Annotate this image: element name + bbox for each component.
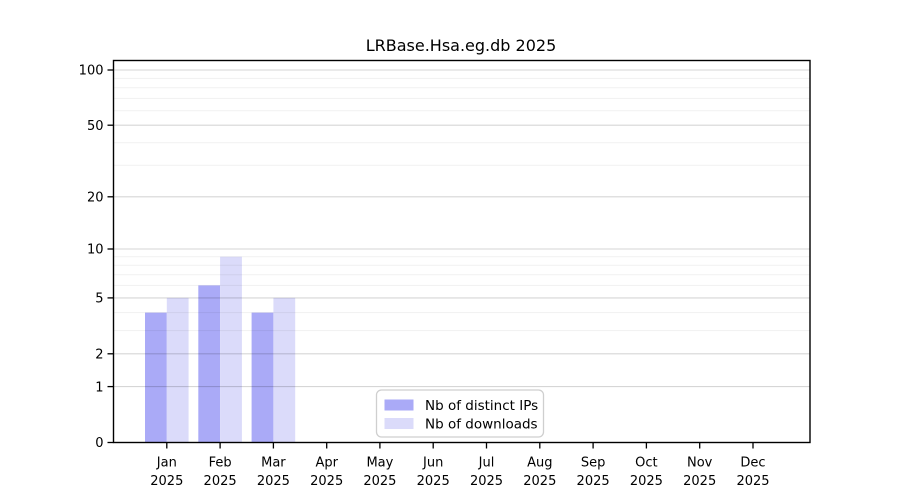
y-tick-label-50: 50 <box>87 119 104 134</box>
x-tick-label-year-feb: 2025 <box>204 474 237 489</box>
y-tick-label-5: 5 <box>95 292 103 307</box>
x-tick-label-month-jan: Jan <box>156 456 177 471</box>
x-tick-label-month-jul: Jul <box>478 456 495 471</box>
bars-group <box>145 256 296 443</box>
bar-nb-of-downloads-jan <box>166 297 189 443</box>
x-tick-label-month-oct: Oct <box>635 456 657 471</box>
bar-nb-of-distinct-ips-mar <box>251 312 274 443</box>
bar-nb-of-distinct-ips-jan <box>145 312 167 443</box>
x-axis: Jan 2025 Feb 2025 Mar 2025 Apr 2025 May 2025 Jun 20… <box>150 442 770 489</box>
x-tick-label-year-mar: 2025 <box>257 474 290 489</box>
legend-label-nb-of-distinct-ips: Nb of distinct IPs <box>425 398 538 414</box>
x-tick-label-year-nov: 2025 <box>683 474 716 489</box>
legend-label-nb-of-downloads: Nb of downloads <box>425 416 538 432</box>
chart-title: LRBase.Hsa.eg.db 2025 <box>366 36 557 55</box>
x-tick-label-year-dec: 2025 <box>736 474 769 489</box>
x-tick-label-year-oct: 2025 <box>630 474 663 489</box>
y-tick-label-0: 0 <box>95 436 103 451</box>
x-tick-label-month-nov: Nov <box>687 456 713 471</box>
y-tick-label-1: 1 <box>95 380 103 395</box>
x-tick-label-year-aug: 2025 <box>523 474 556 489</box>
x-tick-label-month-aug: Aug <box>527 456 552 471</box>
x-tick-label-year-jul: 2025 <box>470 474 503 489</box>
bar-nb-of-distinct-ips-feb <box>198 285 221 443</box>
x-tick-label-month-feb: Feb <box>209 456 232 471</box>
legend: Nb of distinct IPs Nb of downloads <box>375 389 545 438</box>
x-tick-label-month-may: May <box>366 456 393 471</box>
y-tick-label-100: 100 <box>79 64 104 79</box>
legend-swatch-nb-of-distinct-ips <box>384 399 414 411</box>
x-tick-label-year-may: 2025 <box>363 474 396 489</box>
x-tick-label-month-sep: Sep <box>581 456 606 471</box>
y-axis: 0 1 2 5 10 20 50 100 <box>79 64 114 451</box>
legend-swatch-nb-of-downloads <box>384 418 414 429</box>
x-tick-label-month-dec: Dec <box>740 456 765 471</box>
x-tick-label-year-jun: 2025 <box>417 474 450 489</box>
x-tick-label-month-jun: Jun <box>422 456 443 471</box>
bar-nb-of-downloads-feb <box>220 256 242 443</box>
y-tick-label-20: 20 <box>87 191 104 206</box>
x-tick-label-year-jan: 2025 <box>150 474 183 489</box>
x-tick-label-year-sep: 2025 <box>577 474 610 489</box>
y-tick-label-10: 10 <box>87 243 104 258</box>
bar-nb-of-downloads-mar <box>273 297 296 443</box>
x-tick-label-month-apr: Apr <box>315 456 338 471</box>
x-tick-label-year-apr: 2025 <box>310 474 343 489</box>
gridlines-group <box>113 69 810 388</box>
legend-box <box>375 389 545 438</box>
plot-border <box>112 59 811 444</box>
x-tick-label-month-mar: Mar <box>261 456 286 471</box>
y-tick-label-2: 2 <box>95 348 103 363</box>
